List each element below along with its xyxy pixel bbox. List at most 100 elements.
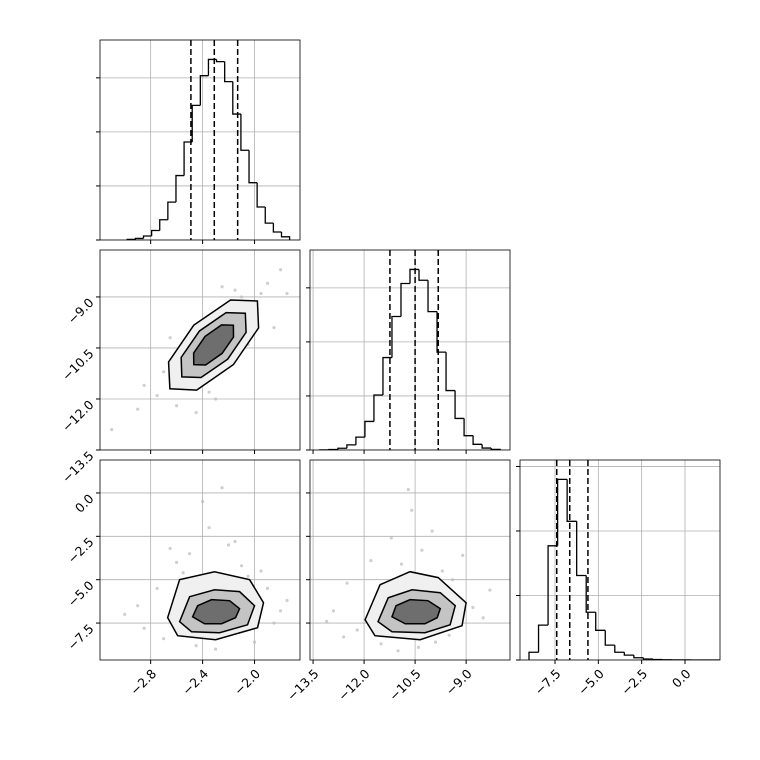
sample-point [488,588,492,592]
histogram-step [150,229,160,236]
sample-point [220,486,224,490]
sample-point [430,529,434,533]
sample-point [246,574,250,578]
sample-point [136,604,140,608]
panel: −13.5 −12.0 −10.5 −9.0 [284,459,511,704]
histogram-step [445,352,456,392]
sample-point [239,564,244,568]
histogram-step [364,420,374,438]
sample-point [416,645,421,649]
histogram-step [224,61,233,83]
histogram-step [142,235,152,239]
histogram-step [463,418,474,437]
histogram-step [418,269,429,281]
sample-point [226,543,231,547]
sample-point [481,616,485,620]
histogram-step [248,150,258,184]
panel-frame [309,459,511,661]
contour [192,324,235,366]
y-tick-label: −12.0 [59,397,97,435]
sample-point [265,586,270,590]
panel [306,249,511,454]
histogram-step [585,575,596,613]
histogram-step [382,356,392,395]
x-tick-label: −12.0 [335,666,373,704]
y-tick-label: −2.5 [65,534,97,566]
sample-point [136,407,140,411]
panel-frame [519,459,721,661]
x-tick-label: −10.5 [386,666,424,704]
histogram-step [256,182,266,208]
histogram-step [232,81,241,115]
sample-point [259,569,263,573]
histogram-step [272,223,282,233]
sample-point [239,295,244,299]
histogram-step [454,390,465,420]
histogram-step [191,104,201,142]
x-tick-label: −2.4 [179,666,211,698]
panel [96,39,301,244]
sample-point [162,637,166,641]
sample-point [420,548,424,552]
histogram-step [576,521,587,577]
sample-point [175,404,179,408]
panel-frame [99,39,301,241]
x-tick-label: −5.0 [575,666,607,698]
histogram-step [215,59,225,63]
sample-point [369,559,373,563]
panel: −7.5 −5.0 −2.5 0.0 [516,459,721,698]
histogram-step [207,58,217,76]
histogram-step [481,444,492,449]
x-tick-label: −2.5 [618,666,650,698]
y-tick-label: −5.0 [65,578,97,610]
histogram-step [614,645,625,653]
panel-plot [310,250,510,450]
panel: −9.0 −10.5 −12.0 −13.5 [59,249,301,486]
sample-point [233,288,237,292]
sample-point [433,640,438,644]
sample-point [331,609,336,613]
sample-point [272,621,276,625]
sample-point [142,626,146,630]
sample-point [447,633,451,637]
sample-point [123,612,127,616]
histogram-step [472,435,483,445]
sample-point [396,649,400,653]
sample-point [168,336,172,340]
histogram-step [183,141,193,176]
sample-point [285,291,289,296]
panel: −2.8 −2.4 −2.0 0.0 −2.5 −5.0 −7.5 [65,459,301,698]
sample-point [110,427,114,432]
sample-point [200,500,205,504]
histogram-step [400,282,410,317]
sample-point [265,281,270,285]
sample-point [471,605,475,610]
histogram-step [280,232,291,240]
histogram-step [436,311,447,353]
panel-plot [310,460,510,660]
histogram-step [604,630,615,646]
histogram-step [528,651,539,660]
sample-point [194,410,198,415]
sample-point [285,598,289,603]
sample-point [220,285,224,289]
sample-point [233,539,237,544]
sample-point [155,586,159,590]
sample-point [272,325,276,330]
sample-point [207,526,211,530]
sample-point [410,508,414,512]
histogram-step [537,624,549,653]
sample-point [175,560,179,564]
y-tick-label: 0.0 [72,491,97,516]
sample-point [155,393,159,398]
histogram-step [633,655,644,659]
histogram-step [240,114,250,151]
panel-plot [100,250,300,450]
histogram-step [264,207,274,224]
sample-point [213,397,218,401]
histogram-step [167,201,176,220]
sample-point [325,619,329,623]
sample-point [207,390,211,394]
sample-point [278,609,283,613]
histogram-step [373,394,383,422]
